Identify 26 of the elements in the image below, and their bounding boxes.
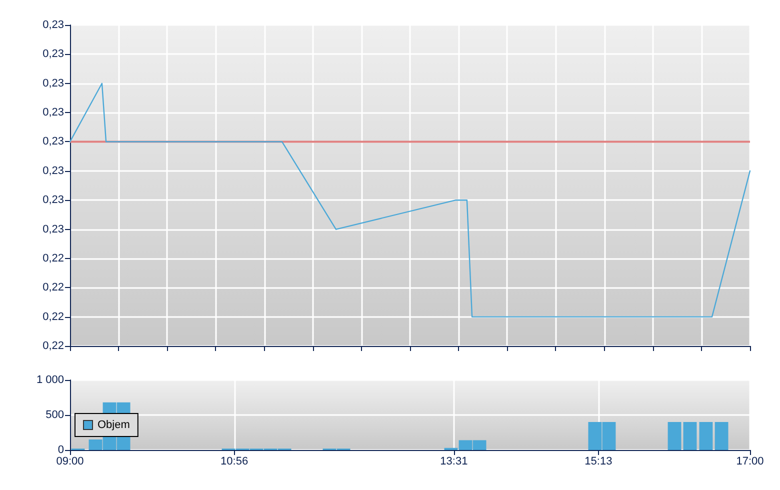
- line-series: [69, 82, 751, 318]
- y-tick-label: 0,23: [42, 77, 64, 90]
- x-tick-label: 17:00: [736, 456, 764, 468]
- bar: [714, 422, 728, 450]
- bar: [699, 422, 713, 450]
- y-tick-label: 0,23: [42, 136, 64, 148]
- y-tick-label: 500: [46, 409, 64, 421]
- legend-label: Objem: [98, 419, 130, 431]
- y-tick-label: 0,22: [42, 282, 64, 294]
- y-tick-label: 0,23: [42, 164, 64, 177]
- y-tick-label: 0,22: [42, 340, 64, 352]
- bar: [683, 422, 697, 450]
- y-tick-label: 0,23: [42, 19, 64, 31]
- y-tick-label: 0,23: [42, 48, 64, 60]
- x-tick-label: 09:00: [56, 456, 84, 468]
- y-tick-label: 0: [58, 444, 64, 456]
- x-tick-label: 10:56: [220, 456, 248, 468]
- y-tick-label: 1 000: [36, 374, 64, 386]
- x-tick-label: 15:13: [584, 456, 612, 468]
- y-tick-label: 0,23: [42, 106, 64, 119]
- bar: [668, 422, 682, 450]
- x-tick-label: 13:31: [440, 456, 468, 468]
- y-tick-label: 0,23: [42, 194, 64, 206]
- y-tick-label: 0,23: [42, 223, 64, 236]
- y-tick-label: 0,22: [42, 252, 64, 264]
- y-tick-label: 0,22: [42, 310, 64, 323]
